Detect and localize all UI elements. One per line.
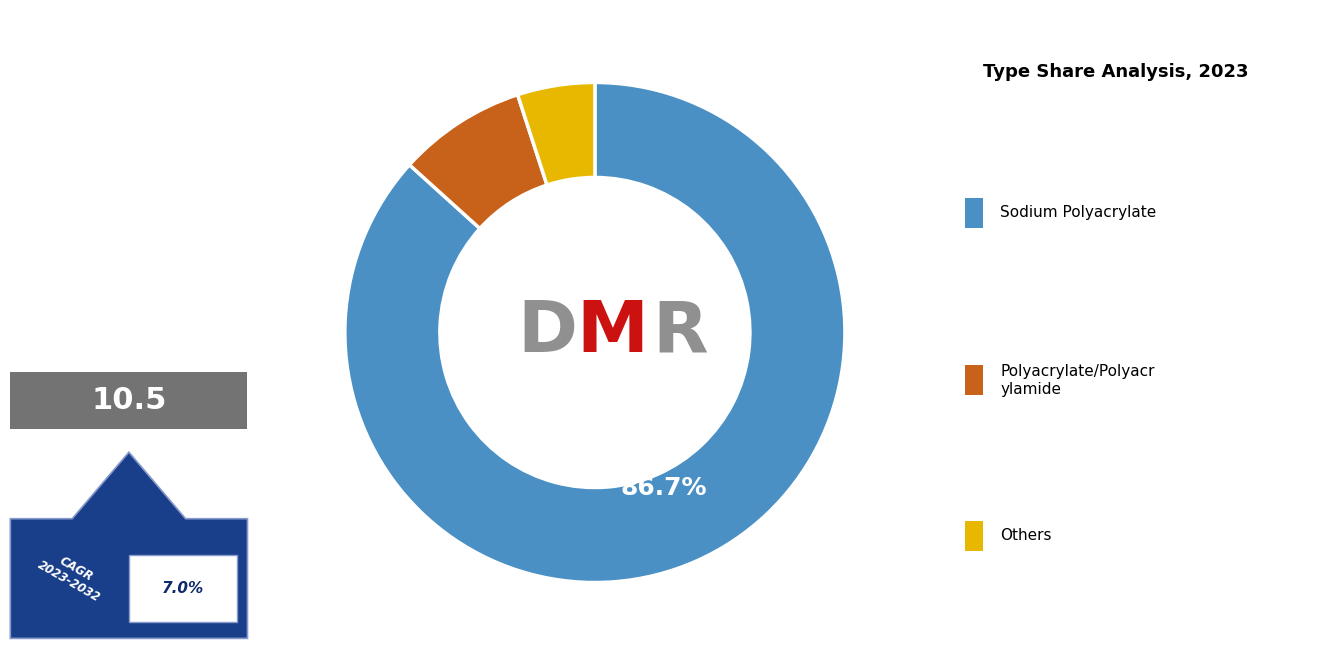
Text: Type Share Analysis, 2023: Type Share Analysis, 2023: [984, 63, 1249, 81]
Text: 86.7%: 86.7%: [620, 476, 707, 500]
Text: Dimension
Market
Research: Dimension Market Research: [50, 20, 208, 110]
Text: 7.0%: 7.0%: [161, 581, 204, 596]
FancyBboxPatch shape: [11, 372, 247, 429]
Text: Sodium Polyacrylate: Sodium Polyacrylate: [1001, 205, 1157, 220]
FancyBboxPatch shape: [130, 555, 237, 622]
Polygon shape: [11, 452, 247, 638]
Text: R: R: [652, 298, 707, 367]
Text: Others: Others: [1001, 529, 1052, 543]
Text: M: M: [576, 298, 648, 367]
Text: D: D: [517, 298, 578, 367]
Wedge shape: [518, 82, 595, 185]
Text: Global Super
Absorbent Polymer
Market Size
(USD Billion), 2023: Global Super Absorbent Polymer Market Si…: [49, 266, 209, 340]
Text: 10.5: 10.5: [91, 386, 167, 415]
Text: Polyacrylate/Polyacr
ylamide: Polyacrylate/Polyacr ylamide: [1001, 364, 1155, 396]
Text: CAGR
2023-2032: CAGR 2023-2032: [34, 545, 110, 605]
FancyBboxPatch shape: [965, 198, 984, 227]
FancyBboxPatch shape: [965, 521, 984, 551]
FancyBboxPatch shape: [965, 366, 984, 395]
Wedge shape: [345, 82, 845, 583]
Wedge shape: [410, 94, 547, 229]
